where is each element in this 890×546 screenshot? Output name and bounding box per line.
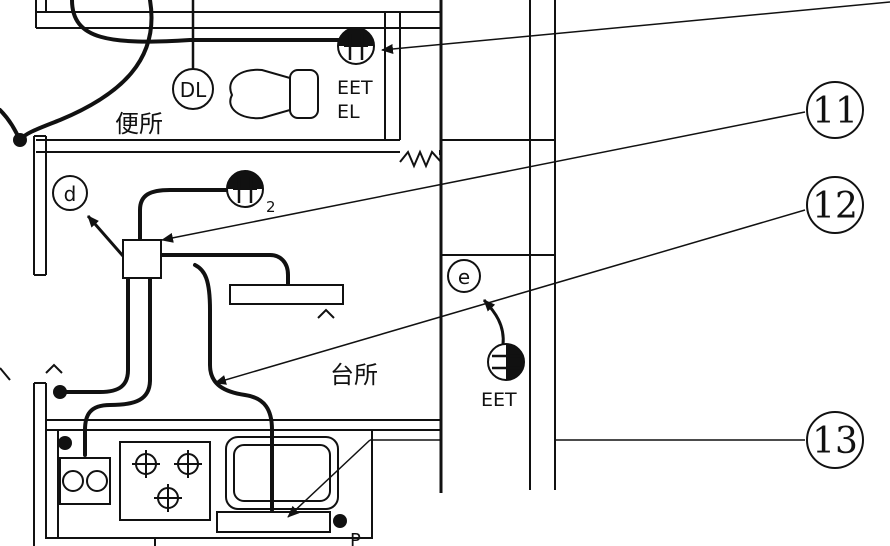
dl-label: DL bbox=[180, 78, 207, 102]
cable-left-loop bbox=[18, 0, 154, 142]
d-symbol bbox=[52, 175, 88, 211]
room-label-kitchen: 台所 bbox=[330, 361, 378, 389]
eet-el-label-1: EET bbox=[337, 77, 373, 99]
twin-burner bbox=[59, 457, 111, 505]
zigzag-symbol bbox=[399, 149, 442, 169]
svg-text:12: 12 bbox=[812, 186, 858, 227]
window-caret bbox=[45, 363, 63, 374]
dot bbox=[53, 385, 67, 399]
cable-jb-up bbox=[138, 188, 234, 242]
callout-13: 13 bbox=[806, 411, 864, 469]
range-hood bbox=[229, 284, 344, 305]
callout-12: 12 bbox=[806, 176, 864, 234]
outlet-eet-kitchen-icon bbox=[487, 343, 525, 381]
junction-box bbox=[122, 239, 162, 279]
svg-text:11: 11 bbox=[812, 91, 858, 132]
wall-tick bbox=[0, 367, 11, 381]
toilet-bowl bbox=[229, 68, 291, 120]
sink-outer bbox=[225, 436, 339, 510]
e-symbol bbox=[447, 259, 481, 293]
leader-13c bbox=[287, 439, 371, 518]
cooktop bbox=[119, 441, 211, 521]
cable-top bbox=[70, 0, 357, 44]
cable-dots bbox=[13, 133, 347, 528]
dot bbox=[333, 514, 347, 528]
wiring bbox=[0, 0, 357, 512]
outlet-2-icon bbox=[226, 170, 264, 208]
d-label: d bbox=[64, 182, 77, 206]
cable-jb-down bbox=[83, 276, 152, 457]
p-label: P bbox=[350, 530, 361, 546]
burner bbox=[154, 484, 182, 512]
eet-kitchen-label: EET bbox=[481, 389, 517, 411]
arrow-d bbox=[86, 215, 125, 257]
sink-inner bbox=[233, 444, 331, 502]
cable-jb-left bbox=[58, 276, 130, 394]
arrow-e bbox=[482, 298, 505, 346]
burner bbox=[132, 450, 160, 478]
outlet-eet-el-icon bbox=[337, 27, 375, 65]
e-label: e bbox=[458, 265, 470, 289]
leader-top bbox=[381, 1, 890, 54]
dl-symbol: DL bbox=[172, 68, 214, 110]
leader-12 bbox=[214, 209, 806, 385]
toilet-fixture bbox=[229, 68, 319, 120]
eet-el-label-2: EL bbox=[337, 101, 360, 123]
counter-appliances bbox=[59, 436, 339, 533]
burner bbox=[174, 450, 202, 478]
counter-light bbox=[216, 511, 331, 533]
walls bbox=[33, 0, 556, 546]
dot bbox=[58, 436, 72, 450]
cable-jb-hood bbox=[158, 253, 290, 287]
leader-11 bbox=[161, 111, 806, 243]
dot bbox=[13, 133, 27, 147]
blank-area bbox=[395, 493, 890, 546]
callout-11: 11 bbox=[806, 81, 864, 139]
cable-jb-right bbox=[193, 263, 274, 512]
toilet-tank bbox=[289, 69, 319, 119]
outlet-2-subscript: 2 bbox=[266, 198, 276, 216]
room-label-toilet: 便所 bbox=[115, 110, 163, 138]
svg-text:13: 13 bbox=[812, 421, 858, 462]
callout-leaders bbox=[161, 1, 890, 518]
hood-caret bbox=[317, 308, 335, 319]
